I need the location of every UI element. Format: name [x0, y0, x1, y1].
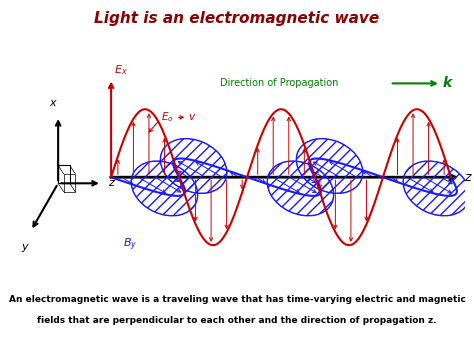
- Text: z: z: [465, 171, 471, 184]
- Text: $E_x$: $E_x$: [114, 63, 128, 77]
- Text: Direction of Propagation: Direction of Propagation: [220, 78, 338, 88]
- Text: An electromagnetic wave is a traveling wave that has time-varying electric and m: An electromagnetic wave is a traveling w…: [9, 295, 465, 304]
- Text: Light is an electromagnetic wave: Light is an electromagnetic wave: [94, 11, 380, 26]
- Text: $E_o$: $E_o$: [161, 110, 174, 124]
- Text: y: y: [21, 242, 28, 252]
- Text: z: z: [108, 178, 114, 188]
- Text: x: x: [49, 98, 56, 108]
- Text: k: k: [443, 76, 452, 91]
- Text: fields that are perpendicular to each other and the direction of propagation z.: fields that are perpendicular to each ot…: [37, 316, 437, 325]
- Text: v: v: [189, 113, 195, 122]
- Text: $B_y$: $B_y$: [123, 237, 137, 253]
